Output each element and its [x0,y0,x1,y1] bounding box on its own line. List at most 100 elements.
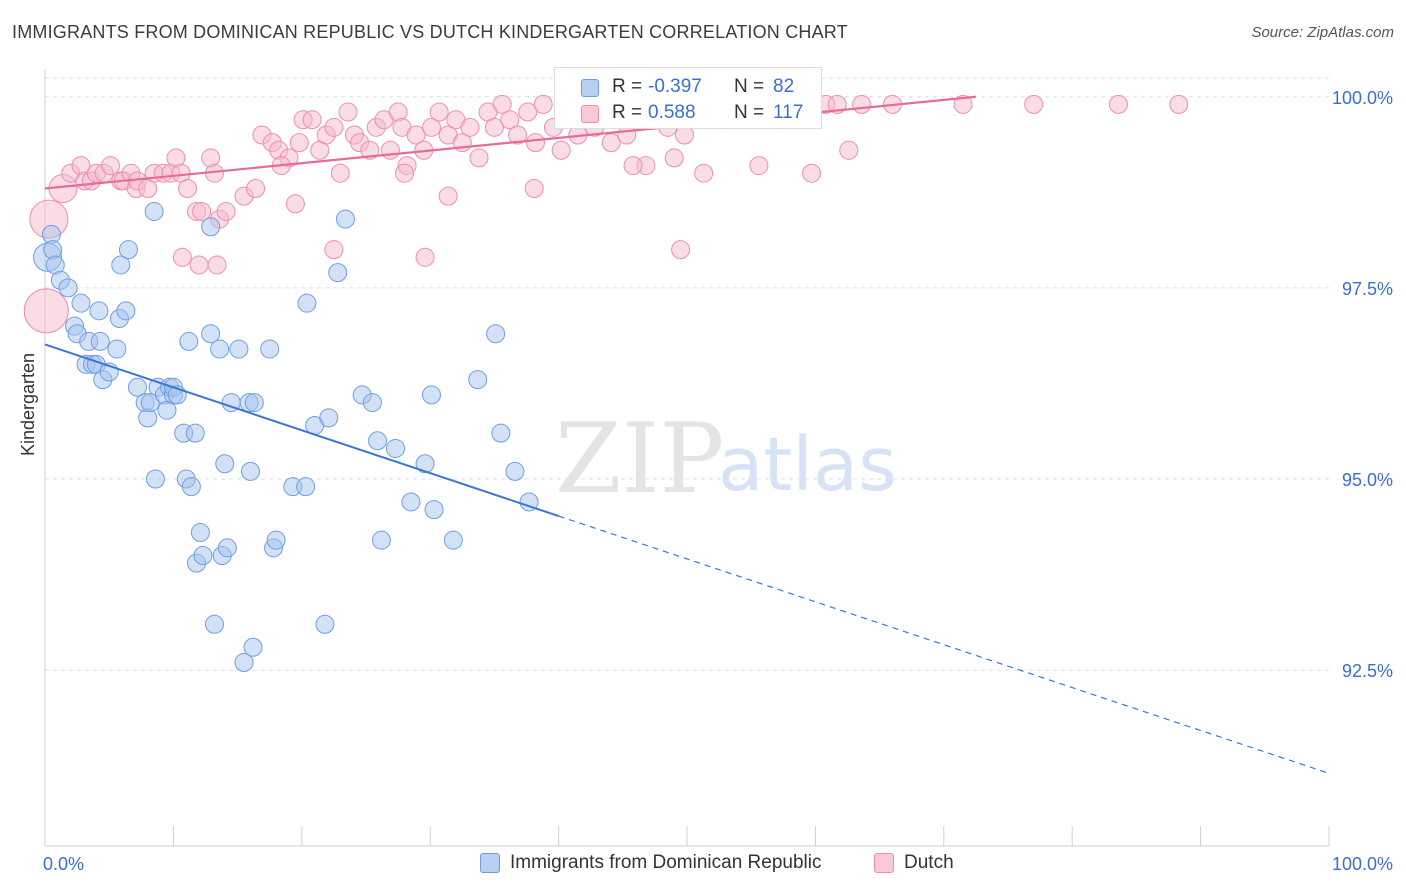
y-tick-label: 97.5% [1342,279,1393,299]
dominican-point [201,324,221,344]
dominican-point [145,469,165,489]
dutch-point [953,94,973,114]
dutch-point [551,140,571,160]
dominican-point [144,201,164,221]
chart-title: IMMIGRANTS FROM DOMINICAN REPUBLIC VS DU… [12,22,848,42]
dutch-point [429,102,449,122]
legend-label-dominican: Immigrants from Dominican Republic [510,852,822,873]
dutch-point [492,94,512,114]
dominican-point [362,393,382,413]
dominican-point [240,461,260,481]
dutch-point [1024,94,1044,114]
dutch-point [508,125,528,145]
dutch-point [324,117,344,137]
dominican-point [201,217,221,237]
dutch-point [1169,94,1189,114]
dutch-point [285,194,305,214]
dutch-point [664,148,684,168]
dutch-point [395,163,415,183]
dutch-point [178,179,198,199]
x-tick-label: 0.0% [43,854,84,874]
legend-item-dutch[interactable]: Dutch [874,852,954,874]
dominican-point [368,431,388,451]
legend-item-dominican[interactable]: Immigrants from Dominican Republic [480,852,822,874]
series-legend: Immigrants from Dominican Republic Dutch [0,852,1406,878]
source-label: Source: ZipAtlas.com [1251,24,1394,41]
dominican-point [486,324,506,344]
axes [44,70,1330,847]
dutch-point [100,156,120,176]
dominican-point [491,423,511,443]
dutch-point [524,179,544,199]
dominican-point [185,423,205,443]
y-tick-label: 100.0% [1332,88,1393,108]
dominican-point [244,393,264,413]
dominican-point [319,408,339,428]
dominican-point [260,339,280,359]
dominican-points [33,201,539,673]
dutch-point [415,247,435,267]
dominican-point [371,530,391,550]
dominican-point [229,339,249,359]
dominican-point [116,301,136,321]
dutch-point [189,255,209,275]
dutch-point [469,148,489,168]
dutch-point [380,140,400,160]
stats-legend: R = -0.397 N = 82 R = 0.588 N = 117 [554,67,822,129]
dutch-point [246,179,266,199]
dominican-point [107,339,127,359]
dutch-point [207,255,227,275]
dutch-point [302,110,322,130]
dutch-point [802,163,822,183]
stats-n-value-dominican: 82 [773,76,795,97]
dutch-point [852,94,872,114]
stats-n-label: N = [734,76,765,97]
dominican-point [243,637,263,657]
dominican-point [58,278,78,298]
dominican-point [266,530,286,550]
dutch-point [518,102,538,122]
dominican-point [401,492,421,512]
dutch-point [192,201,212,221]
stats-r-value-dominican: -0.397 [648,76,702,97]
stats-r-label: R = [612,102,643,123]
legend-swatch-dominican [480,853,500,873]
dominican-point [90,331,110,351]
dominican-point [111,255,131,275]
dominican-point [424,500,444,520]
dominican-trend-extension [558,515,1330,774]
stats-n-label: N = [734,102,765,123]
y-tick-label: 92.5% [1342,661,1393,681]
dominican-point [210,339,230,359]
dominican-point [215,454,235,474]
stats-row-dutch: R = 0.588 N = 117 [555,100,823,128]
dominican-point [315,614,335,634]
dutch-point [460,117,480,137]
legend-label-dutch: Dutch [904,852,954,873]
dominican-point [297,293,317,313]
dominican-trend-line [44,343,559,517]
dutch-point [360,140,380,160]
dutch-point [338,102,358,122]
dominican-point [89,301,109,321]
watermark-atlas: atlas [718,422,897,508]
dominican-point [193,545,213,565]
dominican-point [421,385,441,405]
dominican-point [204,614,224,634]
dutch-point [289,133,309,153]
dominican-point [179,331,199,351]
dutch-point [671,240,691,260]
stats-row-dominican: R = -0.397 N = 82 [555,74,823,102]
y-tick-label: 95.0% [1342,470,1393,490]
dominican-point [335,209,355,229]
dutch-point [694,163,714,183]
dutch-points [23,94,1189,334]
stats-r-value-dutch: 0.588 [648,102,696,123]
stats-n-value-dutch: 117 [773,102,804,123]
dutch-point [500,110,520,130]
dominican-point [415,454,435,474]
dominican-point [468,370,488,390]
tick-labels: 100.0% 97.5% 95.0% 92.5% 0.0% 100.0% [43,88,1393,874]
stats-swatch-dominican [581,79,599,97]
dominican-point [296,477,316,497]
